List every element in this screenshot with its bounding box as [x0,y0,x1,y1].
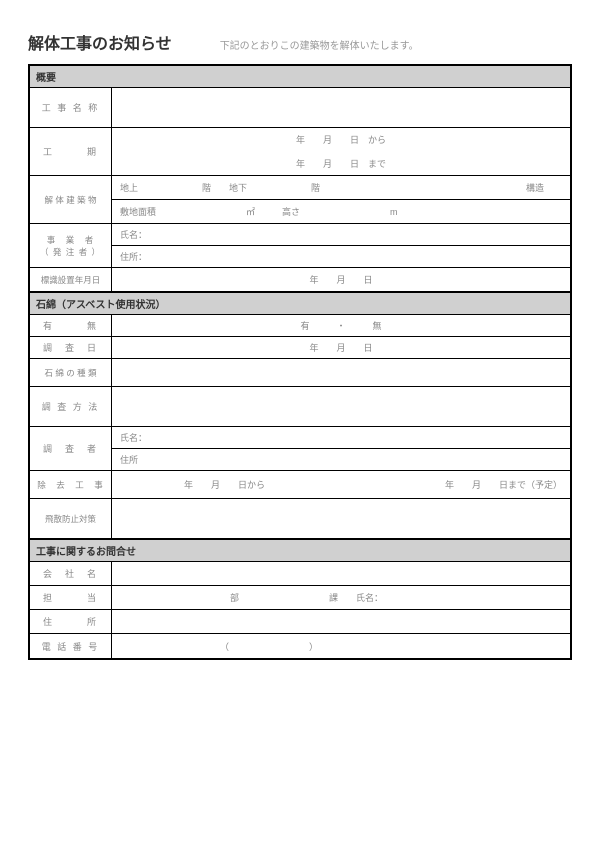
removal-from: 年 月 日から [184,478,265,491]
removal-to: 年 月 日まで（予定） [445,478,562,491]
row-asbestos-type: 石 綿 の 種 類 [30,359,570,387]
value-phone: （ ） [112,634,570,658]
period-to-text: 年 月 日 まで [296,157,386,170]
label-period: 工 期 [30,128,112,175]
row-phone: 電 話 番 号 （ ） [30,634,570,658]
row-address: 住 所 [30,610,570,634]
label-phone: 電 話 番 号 [30,634,112,658]
value-asbestos-type [112,359,570,386]
person-dept: 部 [230,591,239,604]
client-name-label: 氏名： [120,228,147,241]
label-survey-method: 調 査 方 法 [30,387,112,426]
value-person: 部 課 氏名： [112,586,570,609]
value-building: 地上 階 地下 階 構造 敷地面積 ㎡ 高さ m [112,176,570,223]
label-surveyor: 調 査 者 [30,427,112,470]
phone-paren-close: ） [309,640,318,653]
surveyor-address-label: 住所 [120,453,138,466]
label-person: 担 当 [30,586,112,609]
section-header-overview: 概要 [30,66,570,88]
label-building: 解 体 建 築 物 [30,176,112,223]
row-construction-name: 工 事 名 称 [30,88,570,128]
label-asbestos-type: 石 綿 の 種 類 [30,359,112,386]
row-client: 事 業 者 （ 発 注 者 ） 氏名： 住所： [30,224,570,268]
building-structure: 構造 [526,181,544,194]
value-client: 氏名： 住所： [112,224,570,267]
building-area-unit: ㎡ 高さ [246,205,300,218]
section-header-contact: 工事に関するお問合せ [30,539,570,562]
person-section: 課 氏名： [329,591,383,604]
value-company [112,562,570,585]
row-person: 担 当 部 課 氏名： [30,586,570,610]
building-floors-below: 階 地下 [202,181,247,194]
surveyor-name-label: 氏名： [120,431,147,444]
row-company: 会 社 名 [30,562,570,586]
section-header-asbestos: 石綿（アスベスト使用状況） [30,292,570,315]
value-construction-name [112,88,570,127]
value-survey-method [112,387,570,426]
value-period: 年 月 日 から 年 月 日 まで [112,128,570,175]
label-client: 事 業 者 （ 発 注 者 ） [30,224,112,267]
value-sign-date: 年 月 日 [112,268,570,291]
form-container: 概要 工 事 名 称 工 期 年 月 日 から 年 月 日 まで 解 体 建 築… [28,64,572,660]
label-removal: 除 去 工 事 [30,471,112,498]
value-scatter [112,499,570,538]
label-presence: 有 無 [30,315,112,336]
row-surveyor: 調 査 者 氏名： 住所 [30,427,570,471]
phone-paren-open: （ [220,640,229,653]
row-presence: 有 無 有 ・ 無 [30,315,570,337]
period-from-text: 年 月 日 から [296,133,386,146]
value-address [112,610,570,633]
value-surveyor: 氏名： 住所 [112,427,570,470]
value-presence: 有 ・ 無 [112,315,570,336]
page-subtitle: 下記のとおりこの建築物を解体いたします。 [220,37,419,52]
label-sign-date: 標識設置年月日 [30,268,112,291]
label-construction-name: 工 事 名 称 [30,88,112,127]
row-period: 工 期 年 月 日 から 年 月 日 まで [30,128,570,176]
client-address-label: 住所： [120,250,147,263]
row-removal: 除 去 工 事 年 月 日から 年 月 日まで（予定） [30,471,570,499]
value-survey-date: 年 月 日 [112,337,570,358]
label-company: 会 社 名 [30,562,112,585]
page-title: 解体工事のお知らせ [28,30,172,54]
row-survey-method: 調 査 方 法 [30,387,570,427]
building-area-label: 敷地面積 [120,205,156,218]
row-building: 解 体 建 築 物 地上 階 地下 階 構造 敷地面積 ㎡ 高さ m [30,176,570,224]
label-address: 住 所 [30,610,112,633]
label-scatter: 飛散防止対策 [30,499,112,538]
label-survey-date: 調 査 日 [30,337,112,358]
row-survey-date: 調 査 日 年 月 日 [30,337,570,359]
row-sign-date: 標識設置年月日 年 月 日 [30,268,570,292]
value-removal: 年 月 日から 年 月 日まで（予定） [112,471,570,498]
row-scatter: 飛散防止対策 [30,499,570,539]
building-above: 地上 [120,181,138,194]
building-floors-unit: 階 [311,181,320,194]
building-height-unit: m [390,207,398,217]
